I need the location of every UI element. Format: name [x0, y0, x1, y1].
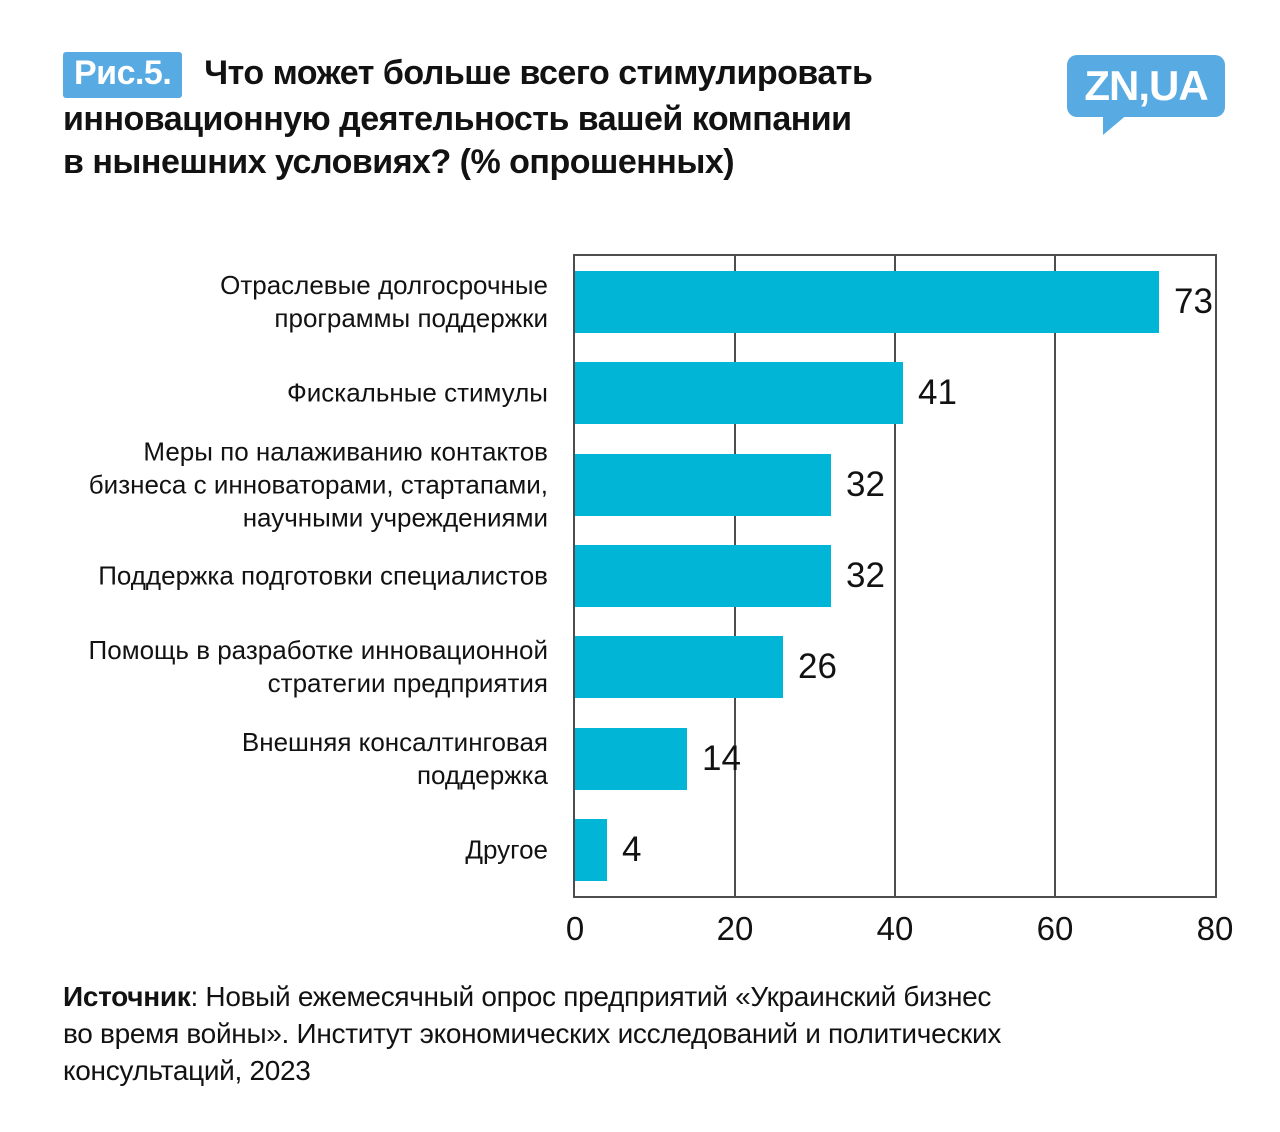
- znua-logo: ZN,UA: [1067, 55, 1225, 135]
- figure-title-line-1: Что может больше всего стимулировать: [204, 54, 873, 92]
- source-line-1: Источник: Новый ежемесячный опрос предпр…: [63, 978, 1143, 1015]
- figure-title-line-2: инновационную деятельность вашей компани…: [63, 100, 852, 138]
- category-label-5: Внешняя консалтинговая поддержка: [241, 726, 548, 790]
- bar-6: [575, 819, 607, 882]
- source-label: Источник: [63, 981, 191, 1012]
- category-label-6: Другое: [465, 834, 548, 865]
- x-tick-label-80: 80: [1196, 910, 1234, 947]
- bar-4: [575, 636, 783, 699]
- category-label-0: Отраслевые долгосрочные программы поддер…: [220, 269, 548, 333]
- figure-header: Рис.5. Что может больше всего стимулирова…: [63, 52, 1023, 184]
- figure-number-badge: Рис.5.: [63, 52, 183, 98]
- value-label-4: 26: [798, 647, 837, 687]
- source-note: Источник: Новый ежемесячный опрос предпр…: [63, 978, 1143, 1089]
- value-label-2: 32: [846, 464, 885, 504]
- plot-area: 73 41 32 32 26 14 4: [573, 254, 1217, 898]
- speech-bubble-tail-icon: [1103, 113, 1129, 135]
- category-label-4: Помощь в разработке инновационной страте…: [88, 635, 548, 699]
- gridline-x-40: [894, 256, 896, 896]
- value-label-1: 41: [918, 373, 957, 413]
- source-line-3: консультаций, 2023: [63, 1055, 311, 1086]
- value-label-3: 32: [846, 556, 885, 595]
- znua-logo-text: ZN,UA: [1084, 62, 1208, 109]
- figure-title-row-1: Рис.5. Что может больше всего стимулирова…: [63, 52, 1023, 98]
- x-tick-label-20: 20: [716, 910, 754, 947]
- category-label-2: Меры по налаживанию контактов бизнеса с …: [88, 436, 548, 533]
- value-label-5: 14: [702, 738, 741, 778]
- x-tick-label-60: 60: [1036, 910, 1074, 947]
- category-label-3: Поддержка подготовки специалистов: [98, 560, 548, 591]
- value-label-6: 4: [622, 830, 642, 870]
- figure-title-line-3: в нынешних условиях? (% опрошенных): [63, 143, 735, 181]
- gridline-x-60: [1054, 256, 1056, 896]
- category-label-1: Фискальные стимулы: [286, 377, 548, 408]
- bar-2: [575, 453, 831, 516]
- x-tick-label-40: 40: [876, 910, 914, 947]
- source-line-2: во время войны». Институт экономических …: [63, 1018, 1002, 1049]
- bar-chart: 73 41 32 32 26 14 4 Отраслевые долгосрочные пр…: [0, 254, 1280, 974]
- bar-5: [575, 727, 687, 790]
- source-line-1-rest: : Новый ежемесячный опрос предприятий «У…: [190, 981, 992, 1012]
- value-label-0: 73: [1174, 281, 1213, 321]
- bar-3: [575, 545, 831, 607]
- bar-1: [575, 362, 903, 425]
- bar-0: [575, 270, 1159, 333]
- x-tick-label-0: 0: [565, 910, 585, 947]
